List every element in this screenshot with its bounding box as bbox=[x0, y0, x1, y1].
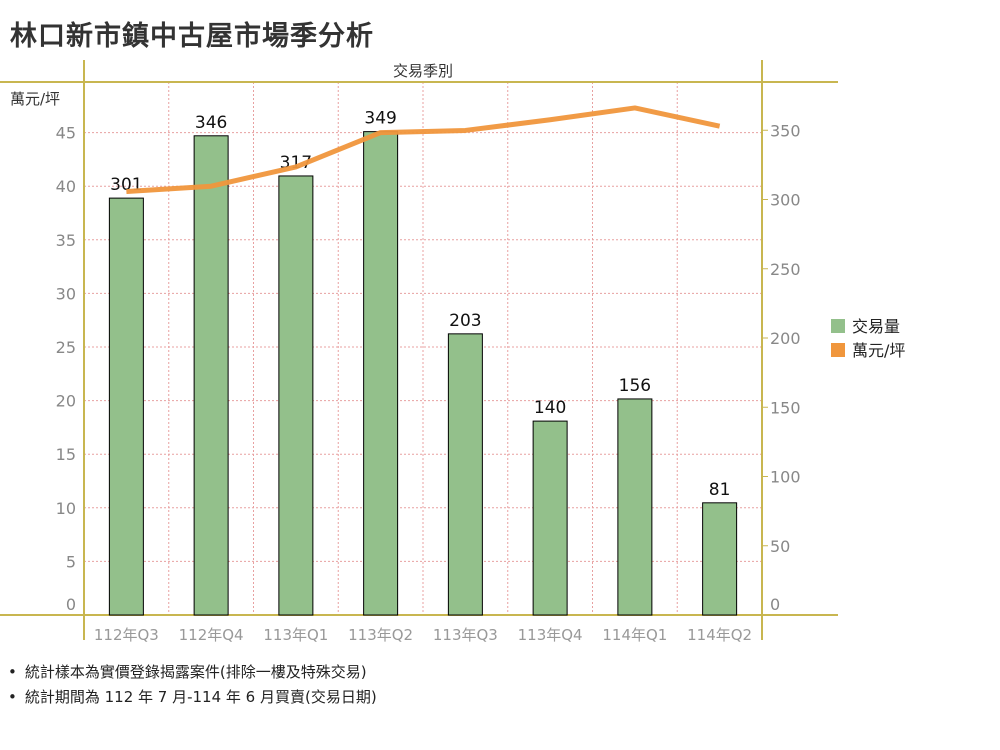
right-tick-label: 150 bbox=[770, 398, 801, 417]
left-tick-label: 45 bbox=[56, 124, 76, 143]
bar-112年Q4 bbox=[193, 135, 229, 616]
left-tick-label: 40 bbox=[56, 177, 76, 196]
right-tick-label: 250 bbox=[770, 260, 801, 279]
bar-113年Q2 bbox=[363, 131, 399, 616]
x-tick-label: 112年Q4 bbox=[179, 626, 244, 644]
right-tick-label: 200 bbox=[770, 329, 801, 348]
left-tick-label: 30 bbox=[56, 284, 76, 303]
bar-114年Q1 bbox=[617, 398, 653, 616]
note: 統計樣本為實價登錄揭露案件(排除一樓及特殊交易) bbox=[8, 660, 377, 685]
bar-data-label: 81 bbox=[709, 480, 731, 500]
bar-data-label: 203 bbox=[449, 311, 481, 331]
legend-swatch bbox=[831, 343, 845, 357]
left-tick-label: 5 bbox=[66, 552, 76, 571]
x-tick-label: 113年Q1 bbox=[263, 626, 328, 644]
bar-114年Q2 bbox=[702, 502, 738, 616]
left-tick-label: 25 bbox=[56, 338, 76, 357]
bar-data-label: 140 bbox=[534, 398, 566, 418]
legend-label: 萬元/坪 bbox=[852, 341, 905, 360]
price-line bbox=[126, 105, 721, 195]
left-tick-label: 0 bbox=[66, 595, 76, 614]
left-tick-label: 15 bbox=[56, 445, 76, 464]
bar-113年Q4 bbox=[532, 420, 568, 616]
right-tick-label: 100 bbox=[770, 468, 801, 487]
right-tick-label: 350 bbox=[770, 121, 801, 140]
right-tick-label: 0 bbox=[770, 595, 780, 614]
legend-swatch bbox=[831, 319, 845, 333]
x-tick-label: 114年Q2 bbox=[687, 626, 752, 644]
x-tick-label: 113年Q4 bbox=[518, 626, 583, 644]
bar-data-label: 156 bbox=[619, 376, 651, 396]
note: 統計期間為 112 年 7 月-114 年 6 月買賣(交易日期) bbox=[8, 685, 377, 710]
bar-112年Q3 bbox=[108, 197, 144, 616]
right-tick-label: 50 bbox=[770, 537, 790, 556]
legend-label: 交易量 bbox=[852, 317, 900, 336]
x-tick-label: 113年Q3 bbox=[433, 626, 498, 644]
x-tick-label: 113年Q2 bbox=[348, 626, 413, 644]
notes: 統計樣本為實價登錄揭露案件(排除一樓及特殊交易) 統計期間為 112 年 7 月… bbox=[8, 660, 377, 710]
left-tick-label: 35 bbox=[56, 231, 76, 250]
x-axis-title: 交易季別 bbox=[393, 62, 453, 80]
x-tick-label: 112年Q3 bbox=[94, 626, 159, 644]
left-tick-label: 20 bbox=[56, 392, 76, 411]
bar-113年Q3 bbox=[447, 333, 483, 616]
bar-data-label: 346 bbox=[195, 113, 227, 133]
left-tick-label: 10 bbox=[56, 499, 76, 518]
bar-data-label: 349 bbox=[364, 109, 396, 129]
right-tick-label: 300 bbox=[770, 191, 801, 210]
bar-113年Q1 bbox=[278, 175, 314, 616]
page-title: 林口新市鎮中古屋市場季分析 bbox=[10, 21, 374, 52]
left-axis-title: 萬元/坪 bbox=[10, 90, 60, 108]
x-tick-label: 114年Q1 bbox=[602, 626, 667, 644]
